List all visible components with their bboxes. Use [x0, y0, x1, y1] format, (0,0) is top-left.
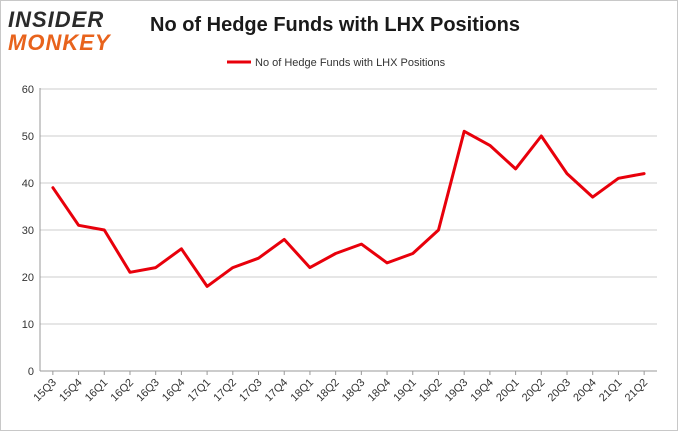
x-tick-label: 20Q1	[494, 377, 522, 405]
x-tick-label: 19Q2	[417, 377, 445, 405]
x-tick-label: 21Q1	[597, 377, 625, 405]
y-tick-label: 60	[22, 84, 34, 96]
y-tick-label: 0	[28, 366, 34, 378]
y-tick-label: 10	[22, 319, 34, 331]
series-layer	[51, 129, 646, 288]
x-tick-labels: 15Q315Q416Q116Q216Q316Q417Q117Q217Q317Q4…	[31, 377, 650, 405]
x-tick-label: 16Q4	[160, 377, 188, 405]
y-tick-label: 40	[22, 178, 34, 190]
insider-monkey-logo: INSIDER MONKEY	[8, 8, 126, 54]
x-tick-label: 18Q1	[289, 377, 317, 405]
x-tick-label: 17Q3	[237, 377, 265, 405]
x-tick-label: 18Q4	[366, 377, 394, 405]
x-tick-label: 19Q1	[391, 377, 419, 405]
x-tick-label: 17Q1	[186, 377, 214, 405]
x-tick-label: 18Q3	[340, 377, 368, 405]
x-tick-label: 16Q1	[83, 377, 111, 405]
x-tick-label: 20Q4	[571, 377, 599, 405]
grid-lines	[40, 88, 657, 325]
chart-title: No of Hedge Funds with LHX Positions	[150, 14, 520, 36]
x-tick-label: 16Q3	[134, 377, 162, 405]
x-tick-label: 17Q2	[211, 377, 239, 405]
logo-line-1: INSIDER	[8, 7, 105, 32]
x-tick-label: 19Q3	[443, 377, 471, 405]
x-tick-label: 21Q2	[623, 377, 651, 405]
legend-label: No of Hedge Funds with LHX Positions	[255, 57, 446, 69]
x-tick-label: 15Q3	[31, 377, 59, 405]
x-tick-label: 20Q3	[546, 377, 574, 405]
y-tick-label: 20	[22, 272, 34, 284]
x-tick-label: 15Q4	[57, 377, 85, 405]
y-tick-labels: 0 10 20 30 40 50 60	[22, 84, 34, 378]
x-tick-label: 19Q4	[468, 377, 496, 405]
x-tick-label: 16Q2	[109, 377, 137, 405]
x-tick-label: 20Q2	[520, 377, 548, 405]
x-tick-label: 18Q2	[314, 377, 342, 405]
x-tick-label: 17Q4	[263, 377, 291, 405]
axes	[39, 88, 657, 375]
y-tick-label: 30	[22, 225, 34, 237]
logo-line-2: MONKEY	[8, 30, 111, 55]
y-tick-label: 50	[22, 131, 34, 143]
series-line	[51, 129, 646, 288]
legend: No of Hedge Funds with LHX Positions	[227, 57, 446, 69]
